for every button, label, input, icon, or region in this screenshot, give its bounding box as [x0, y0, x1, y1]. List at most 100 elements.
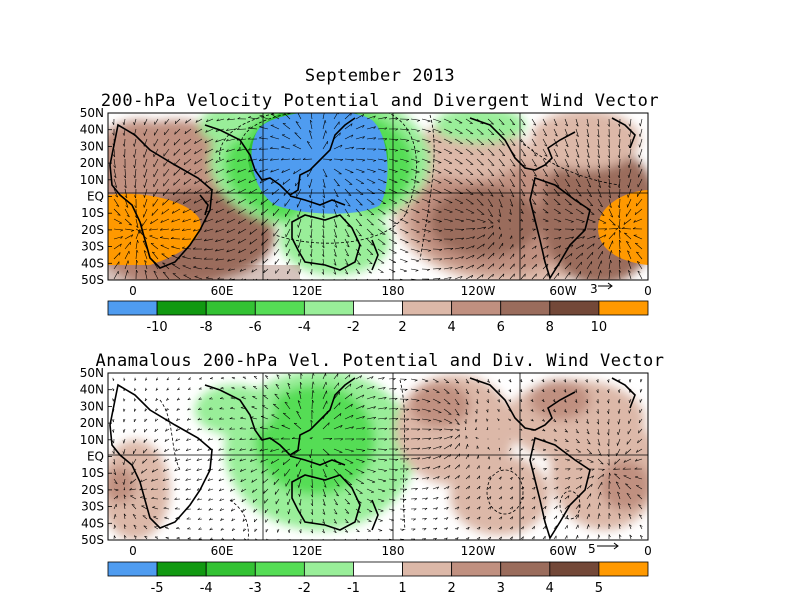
colorbar-swatch: [353, 561, 403, 577]
lat-label: 30S: [81, 500, 104, 514]
lat-label: 20N: [80, 156, 104, 170]
colorbar-swatch: [500, 300, 551, 316]
top-blue-center: [251, 113, 388, 214]
top-colorbar: -10 -8 -6 -4 -2 2 4 6 8 10: [107, 300, 649, 335]
bottom-wind-vectors: [112, 373, 643, 540]
bottom-colorbar: -5 -4 -3 -2 -1 1 2 3 4 5: [107, 561, 649, 596]
bottom-coastlines: [109, 377, 636, 540]
lon-label: 180: [382, 284, 405, 298]
lat-label: 50N: [80, 366, 104, 380]
colorbar-swatch: [402, 561, 453, 577]
colorbar-label: -8: [200, 320, 213, 335]
colorbar-swatch: [107, 300, 158, 316]
lon-label: 0: [129, 544, 137, 558]
colorbar-label: 2: [398, 320, 406, 335]
top-panel-title: 200-hPa Velocity Potential and Divergent…: [100, 91, 660, 111]
lat-label: 30N: [80, 139, 104, 153]
lon-label: 60E: [211, 284, 234, 298]
lon-label: 120E: [292, 544, 323, 558]
top-coastlines: [109, 117, 636, 280]
month-title: September 2013: [304, 66, 456, 86]
colorbar-label: -4: [298, 320, 311, 335]
lat-label: 30N: [80, 399, 104, 413]
colorbar-swatch: [451, 561, 502, 577]
colorbar-label: -10: [146, 320, 167, 335]
lat-label: 20S: [81, 483, 104, 497]
colorbar-label: -5: [151, 581, 164, 596]
lat-label: 10S: [81, 206, 104, 220]
lat-label: 20N: [80, 416, 104, 430]
lon-label: 60W: [549, 284, 576, 298]
lat-label: 30S: [81, 240, 104, 254]
colorbar-label: 1: [398, 581, 406, 596]
bottom-lat-labels: 50N 40N 30N 20N 10N EQ 10S 20S 30S 40S 50S: [80, 366, 112, 547]
colorbar-swatch: [549, 300, 600, 316]
lat-label: EQ: [87, 190, 104, 204]
colorbar-swatch: [254, 300, 305, 316]
top-vector-scale: 3: [590, 282, 613, 296]
bottom-vector-scale: 5: [588, 542, 619, 556]
lat-label: 40S: [81, 256, 104, 270]
lat-label: 50S: [81, 273, 104, 287]
colorbar-swatch: [451, 300, 502, 316]
lat-label: 50S: [81, 533, 104, 547]
bottom-panel-title: Anamalous 200-hPa Vel. Potential and Div…: [95, 351, 665, 371]
colorbar-swatch: [549, 561, 600, 577]
colorbar-swatch: [156, 300, 207, 316]
colorbar-label: -4: [200, 581, 213, 596]
colorbar-swatch: [107, 561, 158, 577]
lon-label: 120E: [292, 284, 323, 298]
lon-label: 60E: [211, 544, 234, 558]
lat-label: 20S: [81, 223, 104, 237]
lat-label: 40N: [80, 123, 104, 137]
lon-label: 0: [129, 284, 137, 298]
lon-label: 0: [644, 544, 652, 558]
top-contours: [219, 113, 621, 261]
top-lon-labels: 0 60E 120E 180 120W 60W 0: [129, 284, 652, 298]
colorbar-label: -2: [347, 320, 360, 335]
colorbar-swatch: [598, 561, 649, 577]
lat-label: 10N: [80, 433, 104, 447]
lat-label: 10N: [80, 173, 104, 187]
colorbar-label: 6: [497, 320, 505, 335]
colorbar-label: 8: [546, 320, 554, 335]
bottom-map: 50N 40N 30N 20N 10N EQ 10S 20S 30S 40S 50S 0 60E 120…: [80, 366, 652, 558]
colorbar-label: 5: [595, 581, 603, 596]
colorbar-label: -6: [249, 320, 262, 335]
svg-text:3: 3: [590, 282, 598, 296]
svg-text:5: 5: [588, 542, 596, 556]
lon-label: 180: [382, 544, 405, 558]
colorbar-swatch: [205, 561, 256, 577]
colorbar-swatch: [156, 561, 207, 577]
colorbar-label: -2: [298, 581, 311, 596]
lat-label: EQ: [87, 450, 104, 464]
top-map: 50N 40N 30N 20N 10N EQ 10S 20S 30S 40S 50S 0 60E 120…: [80, 106, 652, 298]
lon-label: 60W: [549, 544, 576, 558]
lat-label: 40S: [81, 516, 104, 530]
lat-label: 50N: [80, 106, 104, 120]
colorbar-label: -3: [249, 581, 262, 596]
colorbar-label: -1: [347, 581, 360, 596]
colorbar-swatch: [303, 300, 354, 316]
colorbar-swatch: [205, 300, 256, 316]
bottom-shading: [108, 373, 648, 540]
colorbar-label: 4: [447, 320, 455, 335]
colorbar-swatch: [598, 300, 649, 316]
colorbar-label: 10: [591, 320, 608, 335]
colorbar-swatch: [254, 561, 305, 577]
colorbar-swatch: [303, 561, 354, 577]
colorbar-label: 4: [546, 581, 554, 596]
colorbar-swatch: [353, 300, 403, 316]
colorbar-label: 3: [497, 581, 505, 596]
lon-label: 120W: [461, 544, 496, 558]
lat-label: 40N: [80, 383, 104, 397]
colorbar-swatch: [402, 300, 453, 316]
colorbar-swatch: [500, 561, 551, 577]
lat-label: 10S: [81, 466, 104, 480]
lon-label: 0: [644, 284, 652, 298]
colorbar-label: 2: [447, 581, 455, 596]
lon-label: 120W: [461, 284, 496, 298]
bottom-contours: [159, 379, 581, 540]
top-lat-labels: 50N 40N 30N 20N 10N EQ 10S 20S 30S 40S 50S: [80, 106, 112, 287]
